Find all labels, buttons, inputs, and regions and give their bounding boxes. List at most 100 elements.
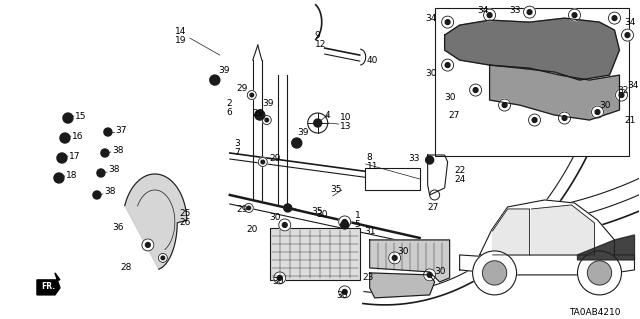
Text: 25
26: 25 26	[180, 209, 191, 227]
Circle shape	[292, 138, 301, 148]
Circle shape	[93, 191, 101, 199]
Circle shape	[559, 112, 570, 124]
Bar	[365, 168, 420, 190]
Circle shape	[609, 12, 621, 24]
Text: 14
19: 14 19	[175, 27, 186, 45]
Circle shape	[282, 223, 287, 227]
Text: 30: 30	[273, 278, 284, 286]
Circle shape	[595, 110, 600, 115]
Text: 38: 38	[112, 145, 124, 154]
Circle shape	[261, 160, 264, 164]
Polygon shape	[445, 18, 620, 80]
Polygon shape	[532, 205, 595, 255]
Text: 1
5: 1 5	[355, 211, 360, 229]
Text: 30: 30	[600, 100, 611, 109]
Circle shape	[588, 261, 612, 285]
Circle shape	[284, 204, 292, 212]
Circle shape	[445, 63, 450, 68]
Circle shape	[277, 276, 282, 280]
Circle shape	[483, 261, 507, 285]
Circle shape	[314, 119, 322, 127]
Circle shape	[484, 9, 495, 21]
Text: 17: 17	[69, 152, 81, 160]
Circle shape	[442, 59, 454, 71]
Text: 33: 33	[408, 153, 420, 162]
Text: 34: 34	[477, 6, 489, 15]
Circle shape	[63, 113, 73, 123]
Circle shape	[502, 103, 507, 108]
Text: 31: 31	[365, 227, 376, 236]
Text: 9
12: 9 12	[315, 31, 326, 49]
Circle shape	[308, 113, 328, 133]
Circle shape	[259, 158, 268, 167]
Text: 3
7: 3 7	[234, 139, 240, 157]
Circle shape	[426, 156, 434, 164]
Circle shape	[442, 16, 454, 28]
Circle shape	[265, 118, 269, 122]
Text: 18: 18	[66, 172, 77, 181]
Circle shape	[279, 219, 291, 231]
Circle shape	[339, 216, 351, 228]
Polygon shape	[370, 273, 435, 298]
Circle shape	[392, 256, 397, 260]
Circle shape	[532, 118, 537, 122]
Circle shape	[562, 115, 567, 121]
Text: 27: 27	[448, 111, 460, 120]
Bar	[435, 8, 630, 156]
Text: 39: 39	[298, 128, 309, 137]
Circle shape	[244, 204, 253, 212]
Circle shape	[428, 272, 432, 277]
Circle shape	[340, 221, 349, 229]
Circle shape	[142, 239, 154, 251]
Text: 10
13: 10 13	[340, 113, 351, 131]
Circle shape	[104, 128, 112, 136]
Text: 38: 38	[108, 166, 120, 174]
Circle shape	[424, 269, 436, 281]
Text: FR.: FR.	[41, 282, 55, 291]
Text: 30: 30	[444, 93, 456, 101]
Text: 15: 15	[75, 112, 86, 121]
Text: 38: 38	[104, 188, 115, 197]
Text: TA0AB4210: TA0AB4210	[570, 308, 621, 317]
Circle shape	[470, 84, 481, 96]
Text: 21: 21	[625, 115, 636, 124]
Text: 29: 29	[270, 153, 281, 162]
Text: 30: 30	[397, 248, 409, 256]
Text: 39: 39	[218, 66, 229, 75]
Circle shape	[473, 88, 478, 93]
Circle shape	[54, 173, 64, 183]
Circle shape	[274, 272, 286, 284]
Circle shape	[101, 149, 109, 157]
Text: 34: 34	[627, 81, 639, 90]
Text: 35: 35	[330, 185, 342, 195]
Circle shape	[568, 9, 580, 21]
Text: 16: 16	[72, 131, 83, 141]
Polygon shape	[460, 255, 634, 275]
Circle shape	[247, 91, 256, 100]
Text: 29: 29	[237, 84, 248, 93]
Circle shape	[527, 10, 532, 15]
Text: 37: 37	[115, 125, 127, 135]
Circle shape	[487, 13, 492, 18]
Text: 30: 30	[270, 213, 281, 222]
Circle shape	[97, 169, 105, 177]
Polygon shape	[493, 209, 529, 255]
Circle shape	[577, 251, 621, 295]
Text: 30: 30	[425, 69, 436, 78]
Circle shape	[619, 93, 624, 97]
Circle shape	[612, 16, 617, 20]
Circle shape	[621, 29, 634, 41]
Text: 30: 30	[316, 211, 328, 219]
Text: 4: 4	[324, 111, 330, 120]
Polygon shape	[125, 174, 187, 269]
Polygon shape	[577, 235, 634, 260]
Text: 35: 35	[312, 207, 323, 217]
Polygon shape	[490, 65, 620, 120]
Circle shape	[591, 106, 604, 118]
Text: 30: 30	[336, 291, 348, 300]
Text: 32: 32	[618, 85, 629, 94]
Text: 2
6: 2 6	[226, 99, 232, 117]
Circle shape	[529, 114, 541, 126]
Text: 28: 28	[120, 263, 131, 272]
Text: 36: 36	[112, 223, 124, 233]
